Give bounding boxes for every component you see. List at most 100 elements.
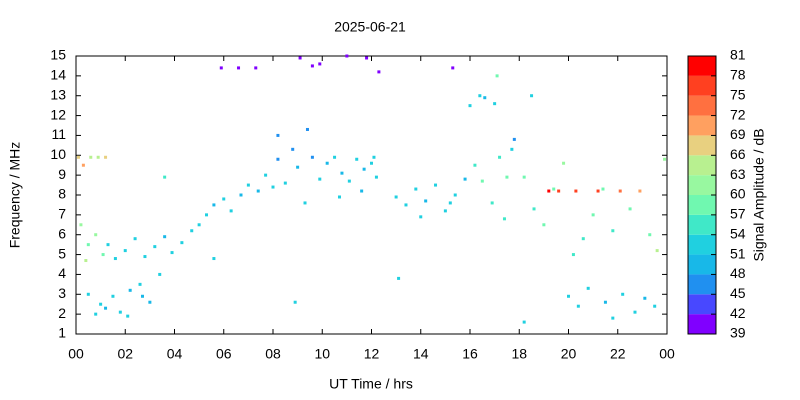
data-point: [365, 56, 369, 60]
data-point: [505, 175, 509, 179]
data-point: [318, 62, 322, 66]
data-point: [502, 217, 506, 221]
data-point: [153, 245, 157, 249]
data-point: [104, 155, 108, 159]
data-point: [96, 155, 100, 159]
data-point: [212, 203, 216, 207]
data-point: [264, 173, 268, 177]
colorbar-bin: [688, 155, 716, 176]
data-point: [355, 157, 359, 161]
x-axis-label: UT Time / hrs: [329, 376, 413, 392]
data-point: [222, 197, 226, 201]
data-point: [84, 259, 88, 263]
data-point: [140, 294, 144, 298]
y-tick-label: 3: [58, 285, 66, 301]
x-tick-label: 12: [364, 346, 380, 362]
data-point: [190, 229, 194, 233]
data-point: [291, 147, 295, 151]
colorbar-bin: [688, 274, 716, 295]
data-point: [305, 127, 309, 131]
colorbar-tick-label: 45: [730, 285, 746, 301]
data-point: [601, 187, 605, 191]
x-tick-label: 00: [68, 346, 84, 362]
colorbar-tick-label: 48: [730, 265, 746, 281]
data-point: [648, 233, 652, 237]
data-point: [276, 157, 280, 161]
data-point: [303, 201, 307, 205]
data-point: [510, 147, 514, 151]
data-point: [360, 189, 364, 193]
data-point: [562, 161, 566, 165]
data-point: [394, 195, 398, 199]
data-point: [483, 96, 487, 100]
data-point: [229, 209, 233, 213]
data-point: [532, 207, 536, 211]
data-point: [498, 155, 502, 159]
data-point: [581, 237, 585, 241]
data-point: [296, 165, 300, 169]
data-point: [443, 209, 447, 213]
data-point: [113, 257, 117, 261]
chart-title: 2025-06-21: [334, 19, 406, 35]
data-point: [118, 310, 122, 314]
data-point: [453, 193, 457, 197]
colorbar-bin: [688, 135, 716, 156]
y-tick-label: 6: [58, 225, 66, 241]
data-point: [419, 215, 423, 219]
data-point: [522, 320, 526, 324]
y-tick-label: 15: [50, 47, 66, 63]
colorbar-tick-label: 63: [730, 166, 746, 182]
data-point: [237, 66, 241, 70]
data-point: [655, 249, 659, 253]
data-point: [318, 177, 322, 181]
colorbar-tick-label: 51: [730, 245, 746, 261]
data-point: [170, 251, 174, 255]
data-point: [611, 316, 615, 320]
data-point: [106, 243, 110, 247]
data-point: [362, 167, 366, 171]
x-tick-label: 10: [314, 346, 330, 362]
data-point: [628, 207, 632, 211]
data-point: [480, 179, 484, 183]
data-point: [86, 292, 90, 296]
data-point: [576, 304, 580, 308]
y-tick-label: 11: [51, 126, 66, 142]
y-axis-label: Frequency / MHz: [7, 142, 23, 249]
colorbar-bin: [688, 95, 716, 116]
data-point: [493, 102, 497, 106]
x-tick-label: 18: [511, 346, 527, 362]
y-tick-label: 9: [58, 166, 66, 182]
data-point: [404, 203, 408, 207]
data-point: [111, 294, 115, 298]
colorbar-tick-label: 57: [730, 206, 746, 222]
plot-frame: [75, 55, 668, 335]
colorbar-bin: [688, 56, 716, 76]
x-tick-label: 06: [216, 346, 232, 362]
data-point: [414, 187, 418, 191]
colorbar-bin: [688, 115, 716, 136]
data-point: [530, 94, 534, 98]
data-point: [473, 163, 477, 167]
data-point: [104, 306, 108, 310]
x-tick-label: 20: [561, 346, 577, 362]
data-point: [123, 249, 127, 253]
data-point: [81, 163, 85, 167]
data-point: [596, 189, 600, 193]
data-point: [283, 181, 287, 185]
x-tick-label: 14: [413, 346, 429, 362]
data-point: [633, 310, 637, 314]
data-point: [310, 64, 314, 68]
data-point: [643, 296, 647, 300]
x-tick-label: 02: [117, 346, 133, 362]
x-tick-label: 22: [610, 346, 626, 362]
data-point: [340, 171, 344, 175]
data-point: [205, 213, 209, 217]
colorbar-bin: [688, 254, 716, 275]
data-point: [180, 241, 184, 245]
y-tick-label: 14: [50, 67, 66, 83]
data-point: [246, 183, 250, 187]
data-point: [495, 74, 499, 78]
data-point: [138, 282, 142, 286]
x-tick-label: 16: [462, 346, 478, 362]
